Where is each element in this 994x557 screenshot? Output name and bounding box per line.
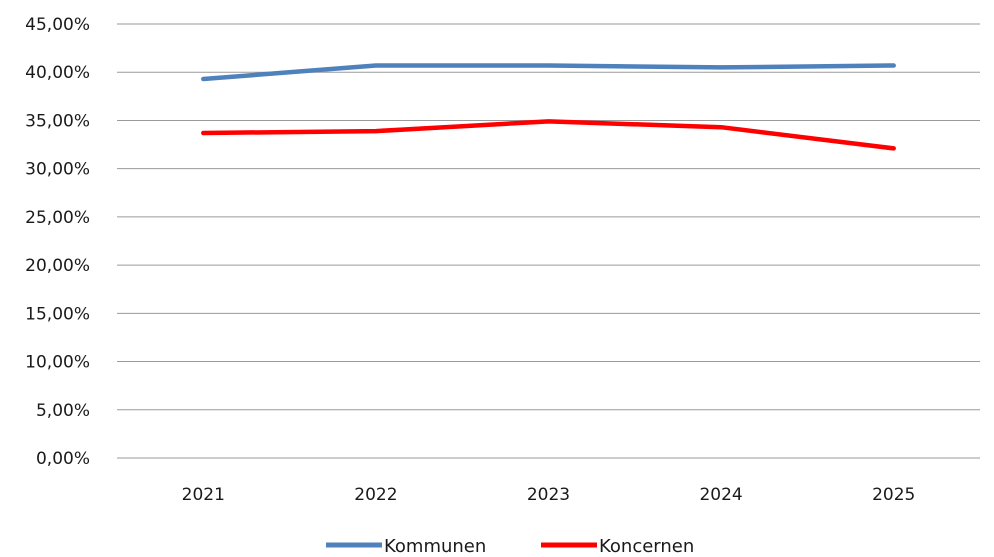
- y-axis-tick-labels: 0,00% 5,00% 10,00% 15,00% 20,00% 25,00% 30,00%…: [25, 15, 90, 469]
- y-tick-label: 15,00%: [25, 304, 90, 324]
- y-tick-label: 25,00%: [25, 208, 90, 228]
- legend: Kommunen Koncernen: [326, 536, 694, 557]
- legend-label: Koncernen: [599, 536, 694, 557]
- series-line-kommunen: [201, 63, 896, 82]
- y-tick-label: 30,00%: [25, 160, 90, 180]
- series-lines: [201, 63, 896, 151]
- y-tick-label: 35,00%: [25, 111, 90, 131]
- y-tick-label: 45,00%: [25, 15, 90, 35]
- x-tick-label: 2021: [182, 485, 225, 505]
- x-axis-tick-labels: 2021 2022 2023 2024 2025: [182, 485, 916, 505]
- y-tick-label: 20,00%: [25, 256, 90, 276]
- gridlines: [117, 23, 980, 459]
- x-tick-label: 2022: [354, 485, 397, 505]
- y-tick-label: 10,00%: [25, 353, 90, 373]
- x-tick-label: 2024: [699, 485, 742, 505]
- x-tick-label: 2025: [872, 485, 915, 505]
- x-tick-label: 2023: [527, 485, 570, 505]
- y-tick-label: 0,00%: [36, 449, 90, 469]
- legend-label: Kommunen: [384, 536, 486, 557]
- series-line-koncernen: [201, 119, 896, 151]
- y-tick-label: 5,00%: [36, 401, 90, 421]
- y-tick-label: 40,00%: [25, 63, 90, 83]
